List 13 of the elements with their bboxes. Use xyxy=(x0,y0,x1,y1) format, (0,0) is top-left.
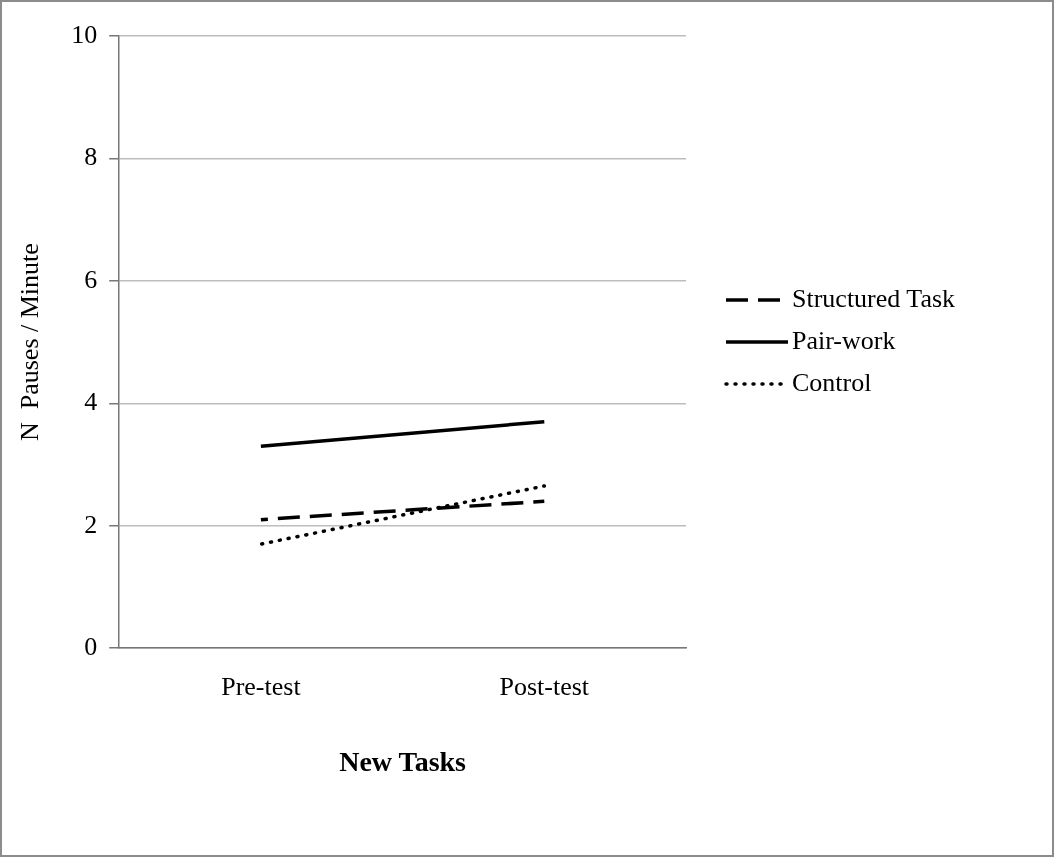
y-tick-label: 8 xyxy=(84,142,98,172)
x-axis-title: New Tasks xyxy=(339,746,467,778)
y-tick-label: 10 xyxy=(71,19,98,49)
x-tick-label: Post-test xyxy=(499,671,590,701)
y-axis-title: N Pauses / Minute xyxy=(15,243,45,442)
legend-label: Structured Task xyxy=(792,283,956,313)
y-tick-label: 4 xyxy=(84,387,98,417)
legend-label: Pair-work xyxy=(792,325,896,355)
legend-label: Control xyxy=(792,367,872,397)
y-tick-label: 0 xyxy=(84,632,98,662)
y-tick-label: 2 xyxy=(84,509,98,539)
y-tick-label: 6 xyxy=(84,264,98,294)
x-tick-label: Pre-test xyxy=(221,671,302,701)
